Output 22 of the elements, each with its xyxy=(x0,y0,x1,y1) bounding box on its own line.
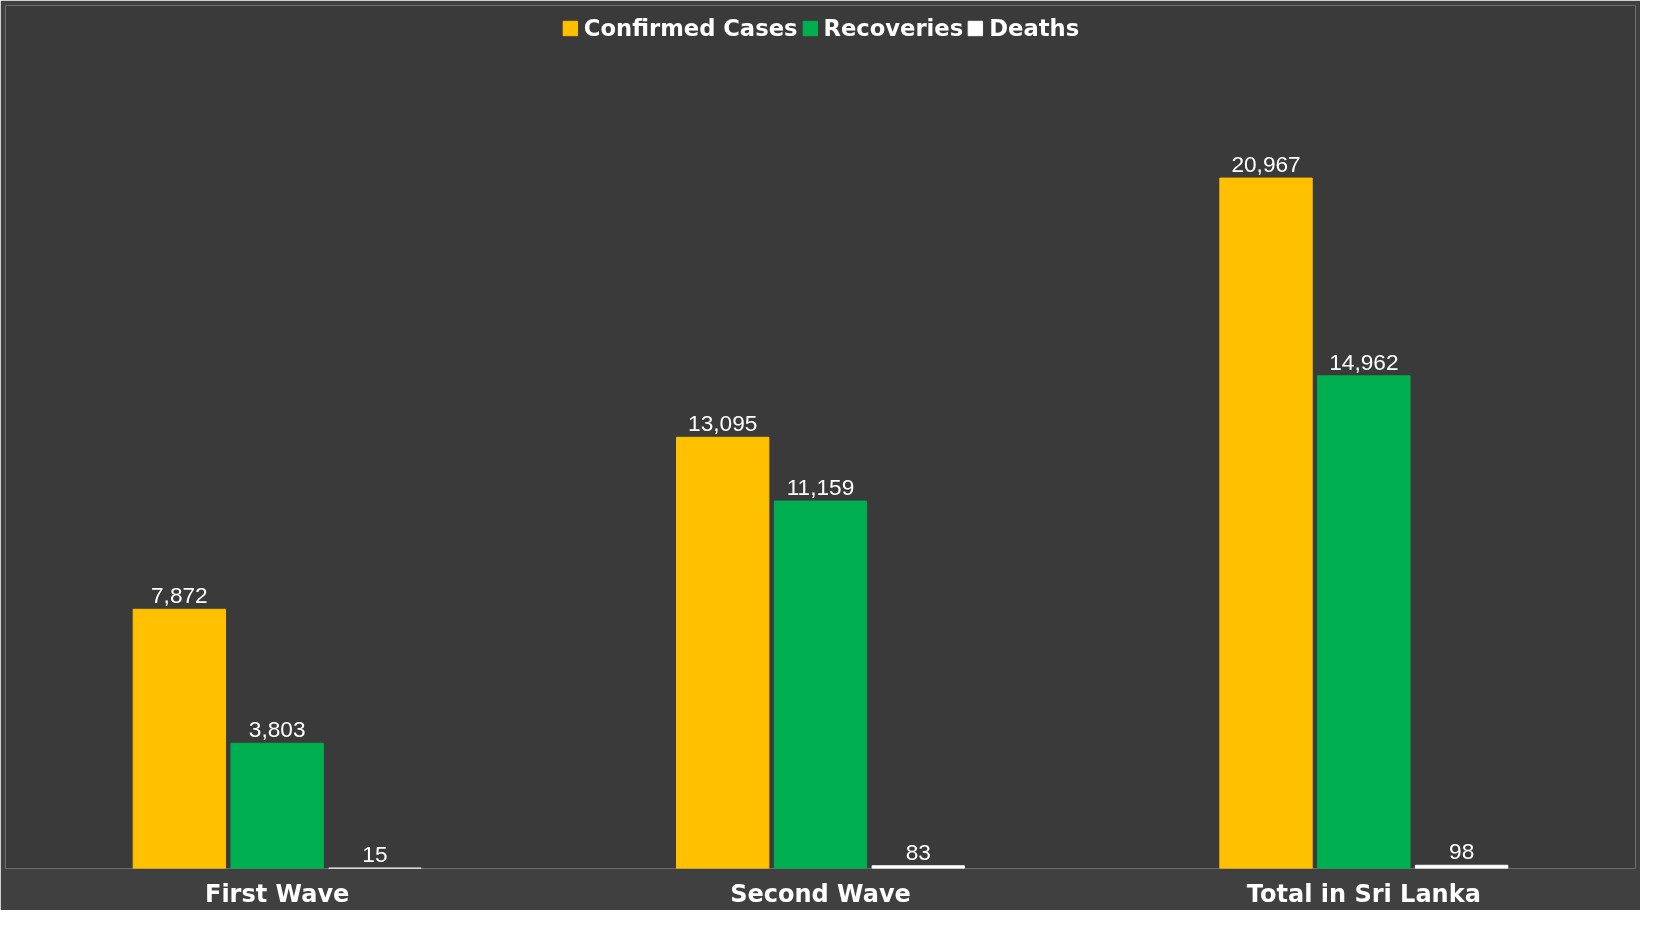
data-label: 7,872 xyxy=(151,582,208,609)
bar xyxy=(230,742,324,869)
data-label: 83 xyxy=(905,838,931,865)
legend-label: Confirmed Cases xyxy=(583,15,798,41)
x-tick-label: Second Wave xyxy=(730,879,911,908)
bar xyxy=(1317,375,1411,869)
bar xyxy=(871,865,965,869)
data-label: 15 xyxy=(362,841,388,868)
legend-label: Recoveries xyxy=(823,15,964,41)
bar xyxy=(1219,177,1313,869)
data-label: 20,967 xyxy=(1231,151,1301,178)
x-tick-label: First Wave xyxy=(205,879,350,908)
x-tick-label: Total in Sri Lanka xyxy=(1246,879,1481,908)
bar xyxy=(132,608,227,869)
legend-label: Deaths xyxy=(989,15,1080,41)
data-label: 3,803 xyxy=(248,716,306,743)
data-label: 11,159 xyxy=(786,474,855,501)
data-label: 13,095 xyxy=(688,410,758,437)
bar xyxy=(676,436,770,869)
bar xyxy=(773,500,868,869)
data-label: 98 xyxy=(1449,838,1475,865)
data-label: 14,962 xyxy=(1329,348,1399,375)
